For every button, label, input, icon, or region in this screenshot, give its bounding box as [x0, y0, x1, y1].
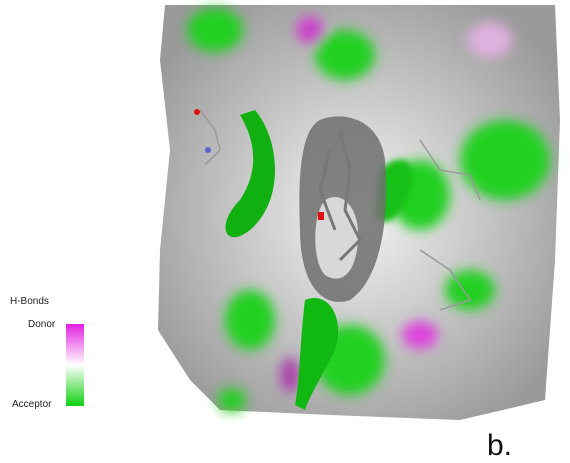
- figure-canvas: H-Bonds Donor Acceptor b.: [0, 0, 570, 463]
- figure: H-Bonds Donor Acceptor b.: [0, 0, 570, 463]
- panel-label: b.: [487, 429, 512, 462]
- legend-title: H-Bonds: [10, 296, 49, 307]
- molecular-surface: [158, 5, 560, 420]
- legend-bottom-label: Acceptor: [12, 399, 52, 410]
- legend-top-label: Donor: [28, 319, 56, 330]
- legend-color-bar: [66, 324, 84, 406]
